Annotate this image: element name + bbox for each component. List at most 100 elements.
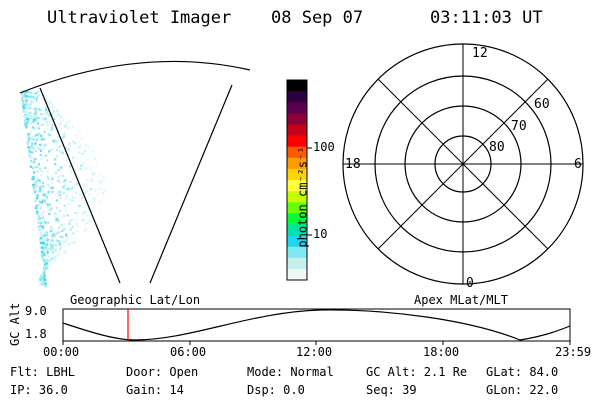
emission-pixel <box>75 133 78 136</box>
emission-pixel <box>48 185 51 188</box>
emission-pixel <box>84 150 87 153</box>
emission-pixel <box>44 231 47 234</box>
emission-pixel <box>34 141 37 144</box>
emission-pixel <box>27 133 30 136</box>
emission-pixel <box>59 196 62 199</box>
emission-pixel <box>50 189 53 192</box>
emission-pixel <box>35 91 38 94</box>
emission-pixel <box>60 253 63 257</box>
emission-pixel <box>47 191 50 194</box>
emission-pixel <box>39 187 42 190</box>
seq-info: Seq: 39 <box>366 383 417 397</box>
emission-pixel <box>34 92 37 95</box>
emission-pixel <box>51 105 54 108</box>
emission-pixel <box>56 193 59 196</box>
emission-pixel <box>35 185 38 188</box>
emission-pixel <box>41 138 44 141</box>
emission-pixel <box>88 168 91 171</box>
emission-pixel <box>48 263 51 266</box>
colorbar-band <box>287 235 307 248</box>
emission-pixel <box>45 154 48 157</box>
emission-pixel <box>58 240 61 243</box>
emission-pixel <box>63 184 66 187</box>
emission-pixel <box>58 123 61 126</box>
emission-pixel <box>51 124 54 127</box>
emission-pixel <box>51 175 54 178</box>
emission-pixel <box>33 112 36 115</box>
emission-pixel <box>69 222 72 225</box>
emission-pixel <box>95 164 98 168</box>
emission-pixel <box>40 282 43 285</box>
emission-pixel <box>32 96 35 99</box>
emission-pixel <box>26 119 29 123</box>
emission-pixel <box>72 196 75 200</box>
emission-pixel <box>54 172 58 175</box>
emission-pixel <box>93 201 96 204</box>
emission-pixel <box>51 127 54 130</box>
colorbar-tick-100: 100 <box>313 140 335 154</box>
emission-pixel <box>50 239 53 242</box>
mode-info: Mode: Normal <box>247 365 334 379</box>
emission-pixel <box>58 252 61 255</box>
emission-pixel <box>25 115 28 118</box>
emission-pixel <box>63 118 66 121</box>
emission-pixel <box>64 233 67 236</box>
emission-pixel <box>55 219 58 222</box>
emission-pixel <box>34 108 37 111</box>
emission-pixel <box>59 121 62 124</box>
emission-pixel <box>55 239 58 242</box>
emission-pixel <box>68 120 71 123</box>
emission-pixel <box>25 121 28 124</box>
emission-pixel <box>65 179 68 182</box>
emission-pixel <box>32 102 35 105</box>
emission-pixel <box>42 249 45 252</box>
emission-pixel <box>35 97 39 100</box>
emission-pixel <box>48 238 51 241</box>
emission-pixel <box>40 134 43 138</box>
emission-pixel <box>91 173 94 176</box>
emission-pixel <box>34 113 37 116</box>
emission-pixel <box>35 96 38 99</box>
emission-pixel <box>44 108 47 111</box>
emission-pixel <box>93 197 96 201</box>
emission-pixel <box>44 245 47 248</box>
emission-pixel <box>47 113 50 116</box>
emission-pixel <box>89 188 92 191</box>
emission-pixel <box>53 118 56 121</box>
emission-pixel <box>97 193 100 196</box>
emission-pixel <box>91 196 94 200</box>
emission-pixel <box>30 161 33 164</box>
colorbar-band <box>287 113 307 125</box>
emission-pixel <box>75 191 78 194</box>
emission-pixel <box>53 259 56 262</box>
emission-pixel <box>51 262 54 266</box>
emission-pixel <box>26 118 29 121</box>
emission-pixel <box>34 191 37 194</box>
emission-pixel <box>57 169 60 172</box>
emission-pixel <box>83 229 86 233</box>
emission-pixel <box>42 181 45 184</box>
emission-pixel <box>35 157 38 160</box>
frame-right-line <box>149 84 233 284</box>
emission-pixel <box>54 248 58 251</box>
emission-pixel <box>42 238 45 241</box>
emission-pixel <box>43 130 46 133</box>
emission-pixel <box>32 189 35 192</box>
emission-pixel <box>51 235 54 238</box>
emission-pixel <box>25 106 28 109</box>
emission-pixel <box>36 146 39 149</box>
emission-pixel <box>82 218 85 221</box>
geographic-latlon-label: Geographic Lat/Lon <box>70 293 201 307</box>
emission-pixel <box>57 220 60 223</box>
emission-pixel <box>47 178 50 181</box>
emission-pixel <box>42 217 45 220</box>
emission-pixel <box>55 158 58 162</box>
emission-pixel <box>35 112 38 115</box>
emission-pixel <box>50 226 54 229</box>
emission-pixel <box>72 125 75 128</box>
emission-pixel <box>89 167 92 170</box>
emission-pixel <box>53 234 56 238</box>
emission-pixel <box>55 254 58 257</box>
emission-pixel <box>45 258 49 261</box>
emission-pixel <box>35 98 38 101</box>
